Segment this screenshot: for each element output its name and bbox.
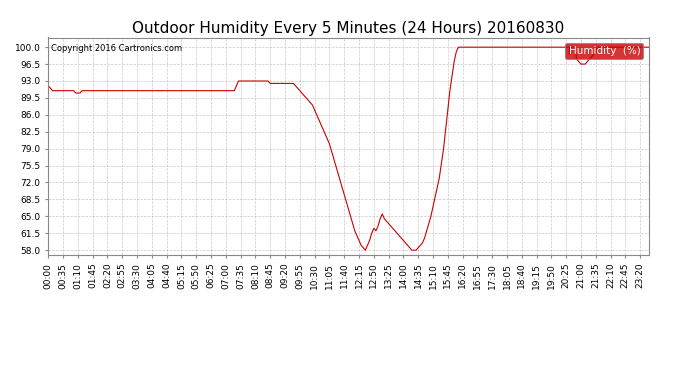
Text: Copyright 2016 Cartronics.com: Copyright 2016 Cartronics.com (51, 44, 182, 53)
Legend: Humidity  (%): Humidity (%) (565, 43, 643, 59)
Title: Outdoor Humidity Every 5 Minutes (24 Hours) 20160830: Outdoor Humidity Every 5 Minutes (24 Hou… (132, 21, 564, 36)
